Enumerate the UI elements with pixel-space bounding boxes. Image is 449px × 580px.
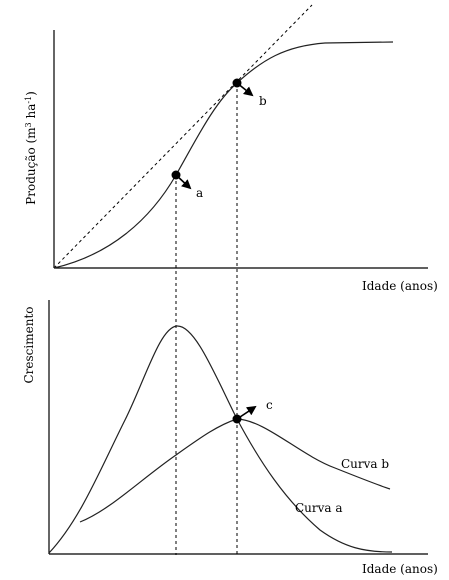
production-curve xyxy=(53,41,394,269)
ylabel-sup-1: 3 xyxy=(24,122,33,127)
ylabel-sup-2: -1 xyxy=(24,96,33,104)
curve-a xyxy=(48,325,393,554)
curve-b-label: Curva b xyxy=(341,457,389,471)
bottom-panel: c Curva b Curva a Crescimento Idade (ano… xyxy=(22,300,438,576)
point-b-label: b xyxy=(259,94,267,108)
ylabel-main: Produção (m xyxy=(24,127,38,205)
bottom-x-axis-label: Idade (anos) xyxy=(362,562,438,576)
point-c-arrow xyxy=(236,405,257,420)
point-b-arrow xyxy=(236,82,254,97)
point-a-label: a xyxy=(196,186,203,200)
ylabel-end: ) xyxy=(24,91,38,96)
point-c-label: c xyxy=(266,398,273,412)
curve-a-label: Curva a xyxy=(295,501,343,515)
ylabel-mid: ha xyxy=(24,104,38,123)
top-y-axis-label: Produção (m3 ha-1) xyxy=(24,91,38,205)
top-x-axis-label: Idade (anos) xyxy=(362,279,438,293)
point-a-arrow xyxy=(175,174,192,190)
top-panel: a b Produção (m3 ha-1) Idade (anos) xyxy=(24,4,438,293)
tangent-line xyxy=(53,4,313,269)
bottom-y-axis-label: Crescimento xyxy=(22,307,36,384)
